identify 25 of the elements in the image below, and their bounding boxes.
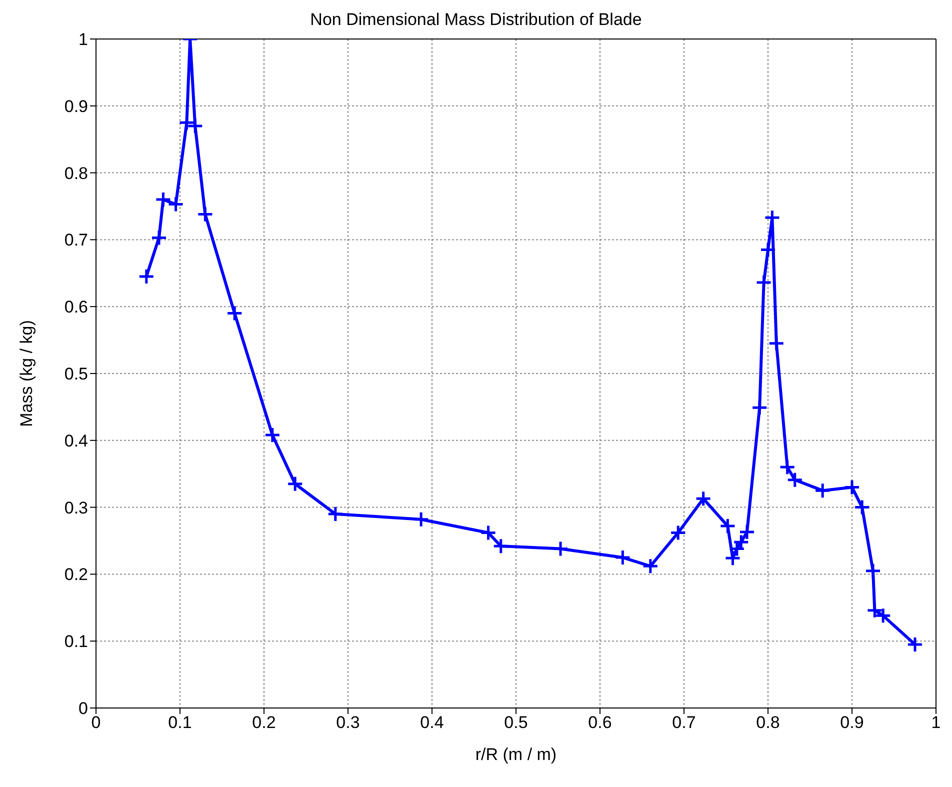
y-tick-label: 0.2 [64, 565, 88, 584]
x-tick-label: 0.7 [672, 713, 696, 732]
y-tick-label: 0.6 [64, 298, 88, 317]
x-tick-label: 0.8 [756, 713, 780, 732]
x-tick-label: 0.9 [840, 713, 864, 732]
x-tick-label: 0.5 [504, 713, 528, 732]
y-axis-title: Mass (kg / kg) [17, 320, 36, 427]
y-tick-label: 0.7 [64, 230, 88, 250]
y-tick-label: 0.1 [64, 632, 88, 652]
x-tick-label: 0.3 [336, 713, 360, 732]
chart-title: Non Dimensional Mass Distribution of Blade [309, 10, 643, 30]
y-tick-label: 0 [78, 699, 88, 718]
x-tick-label: 0.2 [252, 713, 276, 732]
x-tick-label: 0.6 [588, 713, 612, 732]
y-tick-label: 0.4 [64, 431, 88, 450]
x-tick-label: 0.4 [420, 713, 444, 732]
y-tick-label: 0.5 [64, 364, 88, 384]
x-tick-label: 0.1 [168, 713, 192, 732]
x-tick-label: 0 [91, 713, 101, 732]
y-tick-label: 0.8 [64, 164, 88, 183]
x-tick-label: 1 [931, 713, 941, 732]
y-tick-label: 0.3 [64, 498, 88, 518]
y-tick-label: 0.9 [64, 96, 88, 116]
x-axis-title: r/R (m / m) [475, 745, 557, 764]
y-tick-label: 1 [78, 30, 88, 50]
